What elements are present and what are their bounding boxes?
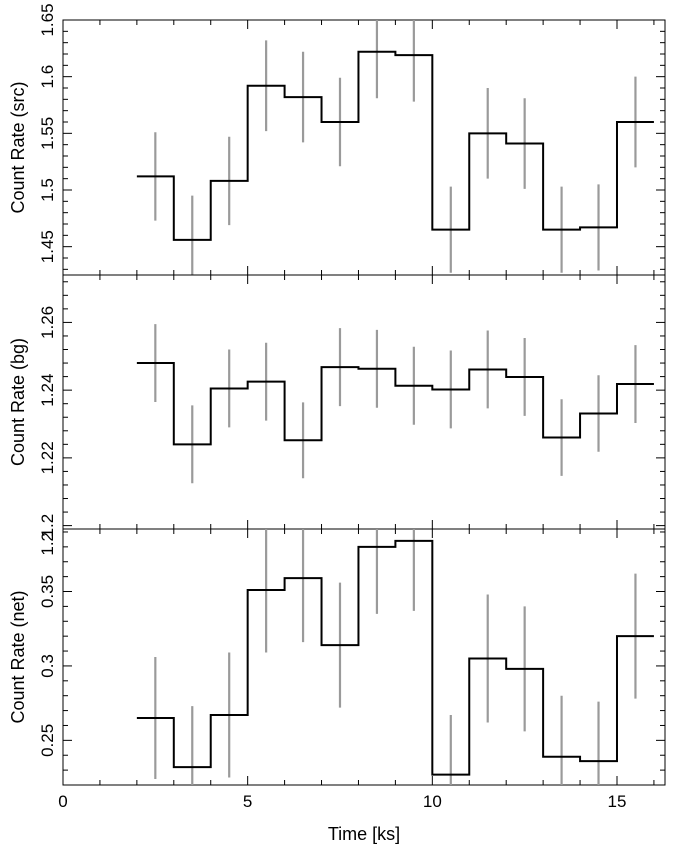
y-axis-label: Count Rate (src): [8, 81, 28, 213]
step-line: [136, 50, 654, 241]
x-tick-label: 0: [58, 792, 67, 811]
y-axis-label: Count Rate (bg): [8, 338, 28, 466]
panel-top: 1.45 1.5 1.55 1.6 1.65 Count Rate (src): [8, 3, 666, 276]
x-axis-label: Time [ks]: [328, 824, 400, 844]
y-tick-label: 1.65: [38, 3, 57, 36]
plot-area: [136, 529, 654, 785]
y-tick-label: 1.55: [38, 117, 57, 150]
panel-frame: [62, 528, 666, 786]
plot-area: [136, 324, 654, 484]
panel-middle: 1.2 1.22 1.24 1.26 Count Rate (bg): [8, 274, 666, 538]
y-tick-label: 0.35: [38, 575, 57, 608]
y-tick-label: 1.26: [38, 306, 57, 339]
y-tick-label: 0.3: [38, 654, 57, 678]
y-tick-label: 1.5: [38, 178, 57, 202]
step-line: [136, 539, 654, 776]
x-tick-label: 10: [423, 792, 442, 811]
panel-bottom: 0.25 0.3 0.35 1.2 Count Rate (net) 0 5 10 15 Time…: [8, 528, 666, 844]
y-tick-label: 1.45: [38, 230, 57, 263]
y-tick-label: 1.6: [38, 65, 57, 89]
y-axis-label: Count Rate (net): [8, 590, 28, 723]
y-tick-label: 1.2: [38, 514, 57, 538]
y-tick-label: 1.24: [38, 374, 57, 407]
step-line: [136, 362, 654, 446]
plot-area: [136, 20, 654, 275]
panel-frame: [62, 274, 666, 530]
x-tick-label: 15: [608, 792, 627, 811]
y-tick-label: 1.2: [38, 532, 57, 556]
y-tick-label: 1.22: [38, 441, 57, 474]
y-tick-label: 0.25: [38, 724, 57, 757]
panel-frame: [62, 19, 666, 276]
x-tick-label: 5: [243, 792, 252, 811]
